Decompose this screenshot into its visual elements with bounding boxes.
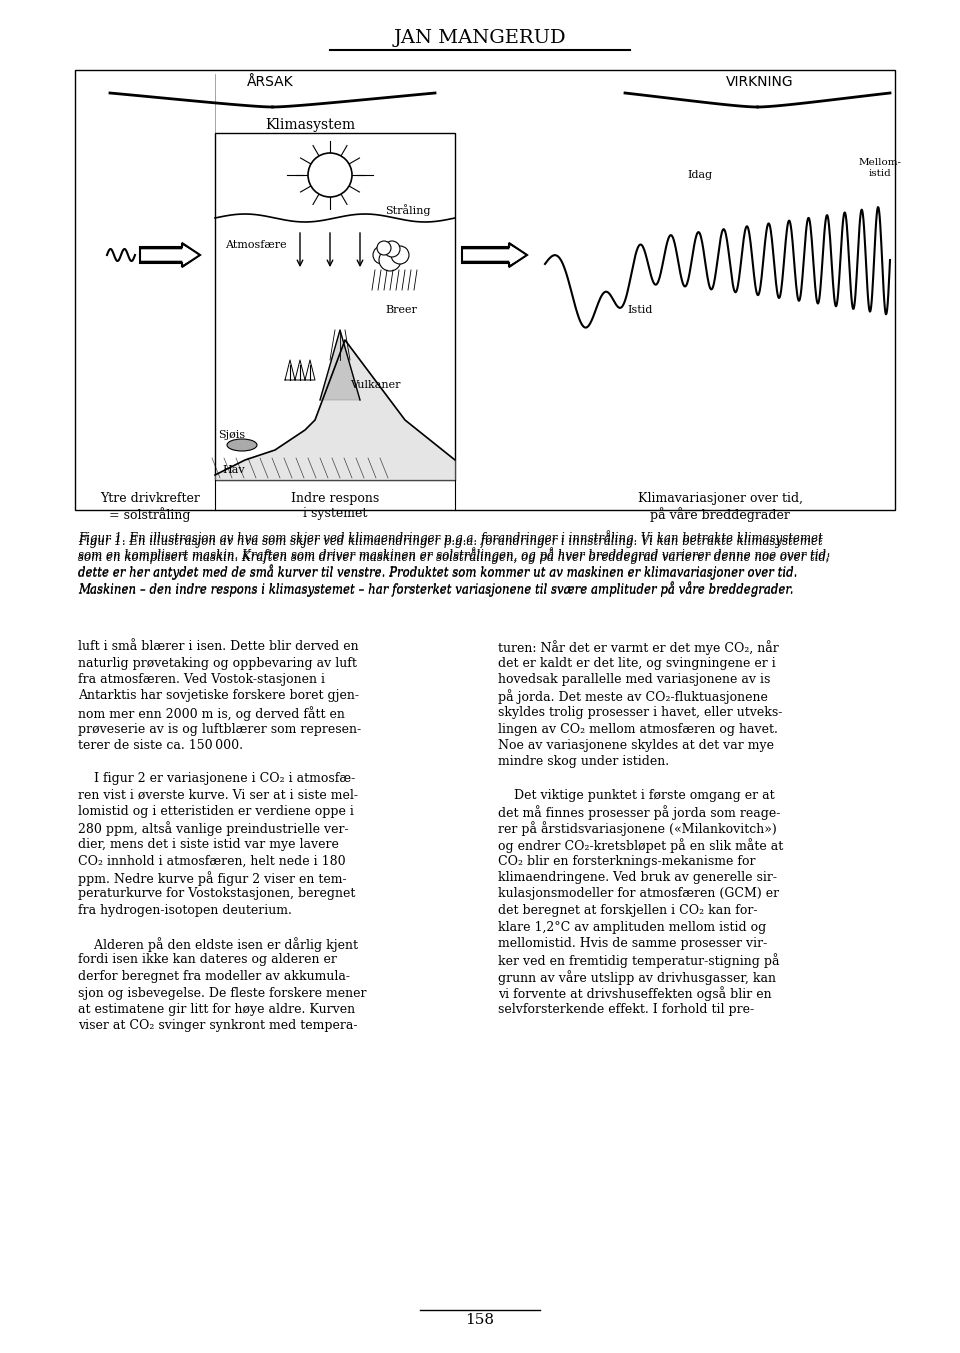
Text: CO₂ blir en forsterknings-mekanisme for: CO₂ blir en forsterknings-mekanisme for (498, 855, 756, 867)
Ellipse shape (227, 438, 257, 451)
Text: Det viktige punktet i første omgang er at: Det viktige punktet i første omgang er a… (498, 789, 775, 801)
Text: Noe av variasjonene skyldes at det var mye: Noe av variasjonene skyldes at det var m… (498, 739, 774, 752)
Circle shape (308, 153, 352, 198)
FancyArrow shape (462, 244, 527, 267)
Text: fra hydrogen-isotopen deuterium.: fra hydrogen-isotopen deuterium. (78, 904, 292, 917)
Text: selvforsterkende effekt. I forhold til pre-: selvforsterkende effekt. I forhold til p… (498, 1003, 755, 1016)
Text: hovedsak parallelle med variasjonene av is: hovedsak parallelle med variasjonene av … (498, 672, 770, 686)
Text: Vulkaner: Vulkaner (350, 380, 400, 390)
Circle shape (384, 241, 400, 257)
Text: Klimasystem: Klimasystem (265, 118, 355, 133)
Text: det må finnes prosesser på jorda som reage-: det må finnes prosesser på jorda som rea… (498, 805, 780, 820)
Text: 280 ppm, altså vanlige preindustrielle ver-: 280 ppm, altså vanlige preindustrielle v… (78, 821, 348, 836)
Text: nom mer enn 2000 m is, og derved fått en: nom mer enn 2000 m is, og derved fått en (78, 706, 345, 721)
Text: Klimavariasjoner over tid,
på våre breddegrader: Klimavariasjoner over tid, på våre bredd… (637, 492, 803, 522)
Text: lingen av CO₂ mellom atmosfæren og havet.: lingen av CO₂ mellom atmosfæren og havet… (498, 723, 778, 736)
Text: viser at CO₂ svinger synkront med tempera-: viser at CO₂ svinger synkront med temper… (78, 1020, 357, 1032)
Polygon shape (320, 330, 360, 400)
Text: luft i små blærer i isen. Dette blir derved en: luft i små blærer i isen. Dette blir der… (78, 640, 359, 653)
Text: Figur 1. En illustrasjon av hva som skjer ved klimaendringer p.g.a. forandringer: Figur 1. En illustrasjon av hva som skje… (78, 530, 830, 597)
Text: at estimatene gir litt for høye aldre. Kurven: at estimatene gir litt for høye aldre. K… (78, 1003, 355, 1016)
Text: turen: Når det er varmt er det mye CO₂, når: turen: Når det er varmt er det mye CO₂, … (498, 640, 779, 655)
Text: Atmosfære: Atmosfære (225, 239, 287, 250)
Text: Idag: Idag (687, 170, 712, 180)
Text: sjon og isbevegelse. De fleste forskere mener: sjon og isbevegelse. De fleste forskere … (78, 986, 367, 1000)
Text: prøveserie av is og luftblærer som represen-: prøveserie av is og luftblærer som repre… (78, 723, 361, 736)
FancyArrow shape (463, 246, 526, 264)
Text: Istid: Istid (627, 304, 653, 315)
Text: VIRKNING: VIRKNING (726, 74, 794, 89)
Bar (215, 133, 455, 480)
Text: Alderen på den eldste isen er dårlig kjent: Alderen på den eldste isen er dårlig kje… (78, 938, 358, 953)
Text: peraturkurve for Vostokstasjonen, beregnet: peraturkurve for Vostokstasjonen, beregn… (78, 888, 355, 901)
Text: ÅRSAK: ÅRSAK (247, 74, 294, 89)
Text: JAN MANGERUD: JAN MANGERUD (394, 28, 566, 47)
Text: terer de siste ca. 150 000.: terer de siste ca. 150 000. (78, 739, 243, 752)
Text: derfor beregnet fra modeller av akkumula-: derfor beregnet fra modeller av akkumula… (78, 970, 350, 984)
Text: ppm. Nedre kurve på figur 2 viser en tem-: ppm. Nedre kurve på figur 2 viser en tem… (78, 871, 347, 886)
Circle shape (379, 249, 401, 271)
Text: Breer: Breer (385, 304, 417, 315)
Text: grunn av våre utslipp av drivhusgasser, kan: grunn av våre utslipp av drivhusgasser, … (498, 970, 776, 985)
Text: CO₂ innhold i atmosfæren, helt nede i 180: CO₂ innhold i atmosfæren, helt nede i 18… (78, 855, 346, 867)
Polygon shape (215, 340, 455, 480)
Text: det beregnet at forskjellen i CO₂ kan for-: det beregnet at forskjellen i CO₂ kan fo… (498, 904, 757, 917)
Text: dette er her antydet med de små kurver til venstre. Produktet som kommer ut av m: dette er her antydet med de små kurver t… (78, 566, 798, 580)
Text: fordi isen ikke kan dateres og alderen er: fordi isen ikke kan dateres og alderen e… (78, 954, 337, 966)
Text: fra atmosfæren. Ved Vostok-stasjonen i: fra atmosfæren. Ved Vostok-stasjonen i (78, 672, 325, 686)
Text: mellomistid. Hvis de samme prosesser vir-: mellomistid. Hvis de samme prosesser vir… (498, 938, 767, 950)
Text: naturlig prøvetaking og oppbevaring av luft: naturlig prøvetaking og oppbevaring av l… (78, 656, 357, 670)
Text: I figur 2 er variasjonene i CO₂ i atmosfæ-: I figur 2 er variasjonene i CO₂ i atmosf… (78, 773, 355, 785)
Text: Mellom-
istid: Mellom- istid (858, 158, 901, 177)
Text: Maskinen – den indre respons i klimasystemet – har forsterket variasjonene til s: Maskinen – den indre respons i klimasyst… (78, 580, 794, 595)
Text: som en komplisert maskin. Kraften som driver maskinen er solstrålingen, og på hv: som en komplisert maskin. Kraften som dr… (78, 549, 830, 564)
Text: klimaendringene. Ved bruk av generelle sir-: klimaendringene. Ved bruk av generelle s… (498, 871, 777, 884)
Text: klare 1,2°C av amplituden mellom istid og: klare 1,2°C av amplituden mellom istid o… (498, 920, 766, 934)
Text: det er kaldt er det lite, og svingningene er i: det er kaldt er det lite, og svingningen… (498, 656, 776, 670)
Text: kulasjonsmodeller for atmosfæren (GCM) er: kulasjonsmodeller for atmosfæren (GCM) e… (498, 888, 780, 901)
Text: rer på årstidsvariasjonene («Milankovitch»): rer på årstidsvariasjonene («Milankovitc… (498, 821, 777, 836)
FancyArrow shape (141, 246, 199, 264)
Text: mindre skog under istiden.: mindre skog under istiden. (498, 755, 669, 769)
Text: vi forvente at drivshuseffekten også blir en: vi forvente at drivshuseffekten også bli… (498, 986, 772, 1001)
Text: Stråling: Stråling (385, 204, 430, 216)
Text: Ytre drivkrefter
= solstråling: Ytre drivkrefter = solstråling (100, 492, 200, 522)
Text: dier, mens det i siste istid var mye lavere: dier, mens det i siste istid var mye lav… (78, 838, 339, 851)
Text: og endrer CO₂-kretsbløpet på en slik måte at: og endrer CO₂-kretsbløpet på en slik måt… (498, 838, 783, 852)
Bar (75, 70, 895, 510)
Circle shape (377, 241, 391, 254)
Text: ren vist i øverste kurve. Vi ser at i siste mel-: ren vist i øverste kurve. Vi ser at i si… (78, 789, 358, 801)
Text: Antarktis har sovjetiske forskere boret gjen-: Antarktis har sovjetiske forskere boret … (78, 690, 359, 702)
Circle shape (391, 246, 409, 264)
Text: 158: 158 (466, 1312, 494, 1327)
Text: Hav: Hav (222, 465, 245, 475)
Circle shape (373, 246, 391, 264)
Text: på jorda. Det meste av CO₂-fluktuasjonene: på jorda. Det meste av CO₂-fluktuasjonen… (498, 690, 768, 705)
Text: ker ved en fremtidig temperatur-stigning på: ker ved en fremtidig temperatur-stigning… (498, 954, 780, 969)
Text: Figur 1. En illustrasjon av hva som skjer ved klimaendringer p.g.a. forandringer: Figur 1. En illustrasjon av hva som skje… (78, 533, 823, 548)
Text: skyldes trolig prosesser i havet, eller utveks-: skyldes trolig prosesser i havet, eller … (498, 706, 782, 718)
Text: lomistid og i etteristiden er verdiene oppe i: lomistid og i etteristiden er verdiene o… (78, 805, 354, 819)
FancyArrow shape (140, 244, 200, 267)
Text: Sjøis: Sjøis (218, 430, 245, 440)
Text: Indre respons
i systemet: Indre respons i systemet (291, 492, 379, 520)
